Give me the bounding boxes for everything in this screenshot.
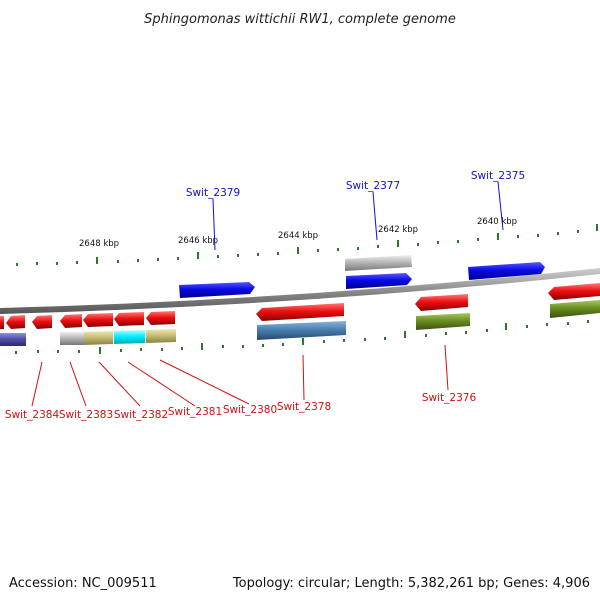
label-swit-2379: Swit_2379: [186, 187, 240, 199]
accession-text: Accession: NC_009511: [9, 576, 157, 591]
scale-labels: 2648 kbp 2646 kbp 2644 kbp 2642 kbp 2640…: [79, 217, 517, 249]
scale-label-2642: 2642 kbp: [378, 225, 418, 235]
gene-arrow-114[interactable]: [114, 312, 144, 326]
map-title: Sphingomonas wittichii RW1, complete gen…: [144, 12, 456, 27]
upper-scale-ticks: [16, 224, 598, 266]
feature-khaki-a[interactable]: [84, 331, 113, 345]
scale-label-2644: 2644 kbp: [278, 231, 318, 241]
reverse-leaders: [31, 344, 449, 407]
scale-label-2646: 2646 kbp: [178, 236, 218, 246]
label-swit-2376: Swit_2376: [422, 392, 477, 404]
lower-scale-ticks: [15, 320, 589, 354]
gene-swit-2376[interactable]: [415, 294, 468, 311]
gene-swit-2384-a[interactable]: [0, 316, 4, 329]
label-swit-2375: Swit_2375: [471, 170, 525, 182]
scale-label-2640: 2640 kbp: [477, 217, 517, 227]
genome-backbone: [0, 268, 600, 314]
feature-olive-b[interactable]: [550, 300, 600, 318]
feature-steelblue[interactable]: [257, 321, 346, 340]
feature-grey-upper[interactable]: [345, 255, 412, 271]
gene-swit-2379[interactable]: [179, 282, 255, 298]
gene-swit-2384-b[interactable]: [6, 315, 25, 329]
gene-swit-2383-arrow[interactable]: [32, 315, 52, 329]
gene-swit-2378[interactable]: [256, 303, 344, 321]
feature-cyan[interactable]: [114, 330, 145, 344]
reverse-features: [0, 283, 600, 346]
genome-summary-text: Topology: circular; Length: 5,382,261 bp…: [232, 576, 590, 591]
label-swit-2377: Swit_2377: [346, 180, 400, 192]
label-swit-2378: Swit_2378: [277, 401, 331, 413]
label-swit-2384: Swit_2384: [5, 409, 60, 421]
label-swit-2382: Swit_2382: [114, 409, 168, 421]
forward-leaders: [212, 181, 504, 251]
gene-arrow-146[interactable]: [146, 311, 175, 325]
feature-slate[interactable]: [0, 333, 26, 346]
gene-swit-2375[interactable]: [468, 262, 545, 280]
gene-arrow-83[interactable]: [83, 313, 113, 327]
label-swit-2383: Swit_2383: [59, 409, 113, 421]
scale-label-2648: 2648 kbp: [79, 239, 119, 249]
gene-arrow-549[interactable]: [548, 283, 600, 300]
feature-olive-a[interactable]: [416, 313, 470, 330]
gene-swit-2377[interactable]: [346, 273, 412, 289]
feature-grey-lower[interactable]: [60, 332, 84, 345]
feature-khaki-b[interactable]: [146, 329, 176, 343]
forward-features: [179, 255, 545, 298]
label-swit-2380: Swit_2380: [223, 404, 277, 416]
gene-arrow-60[interactable]: [60, 314, 82, 328]
label-swit-2381: Swit_2381: [168, 406, 222, 418]
